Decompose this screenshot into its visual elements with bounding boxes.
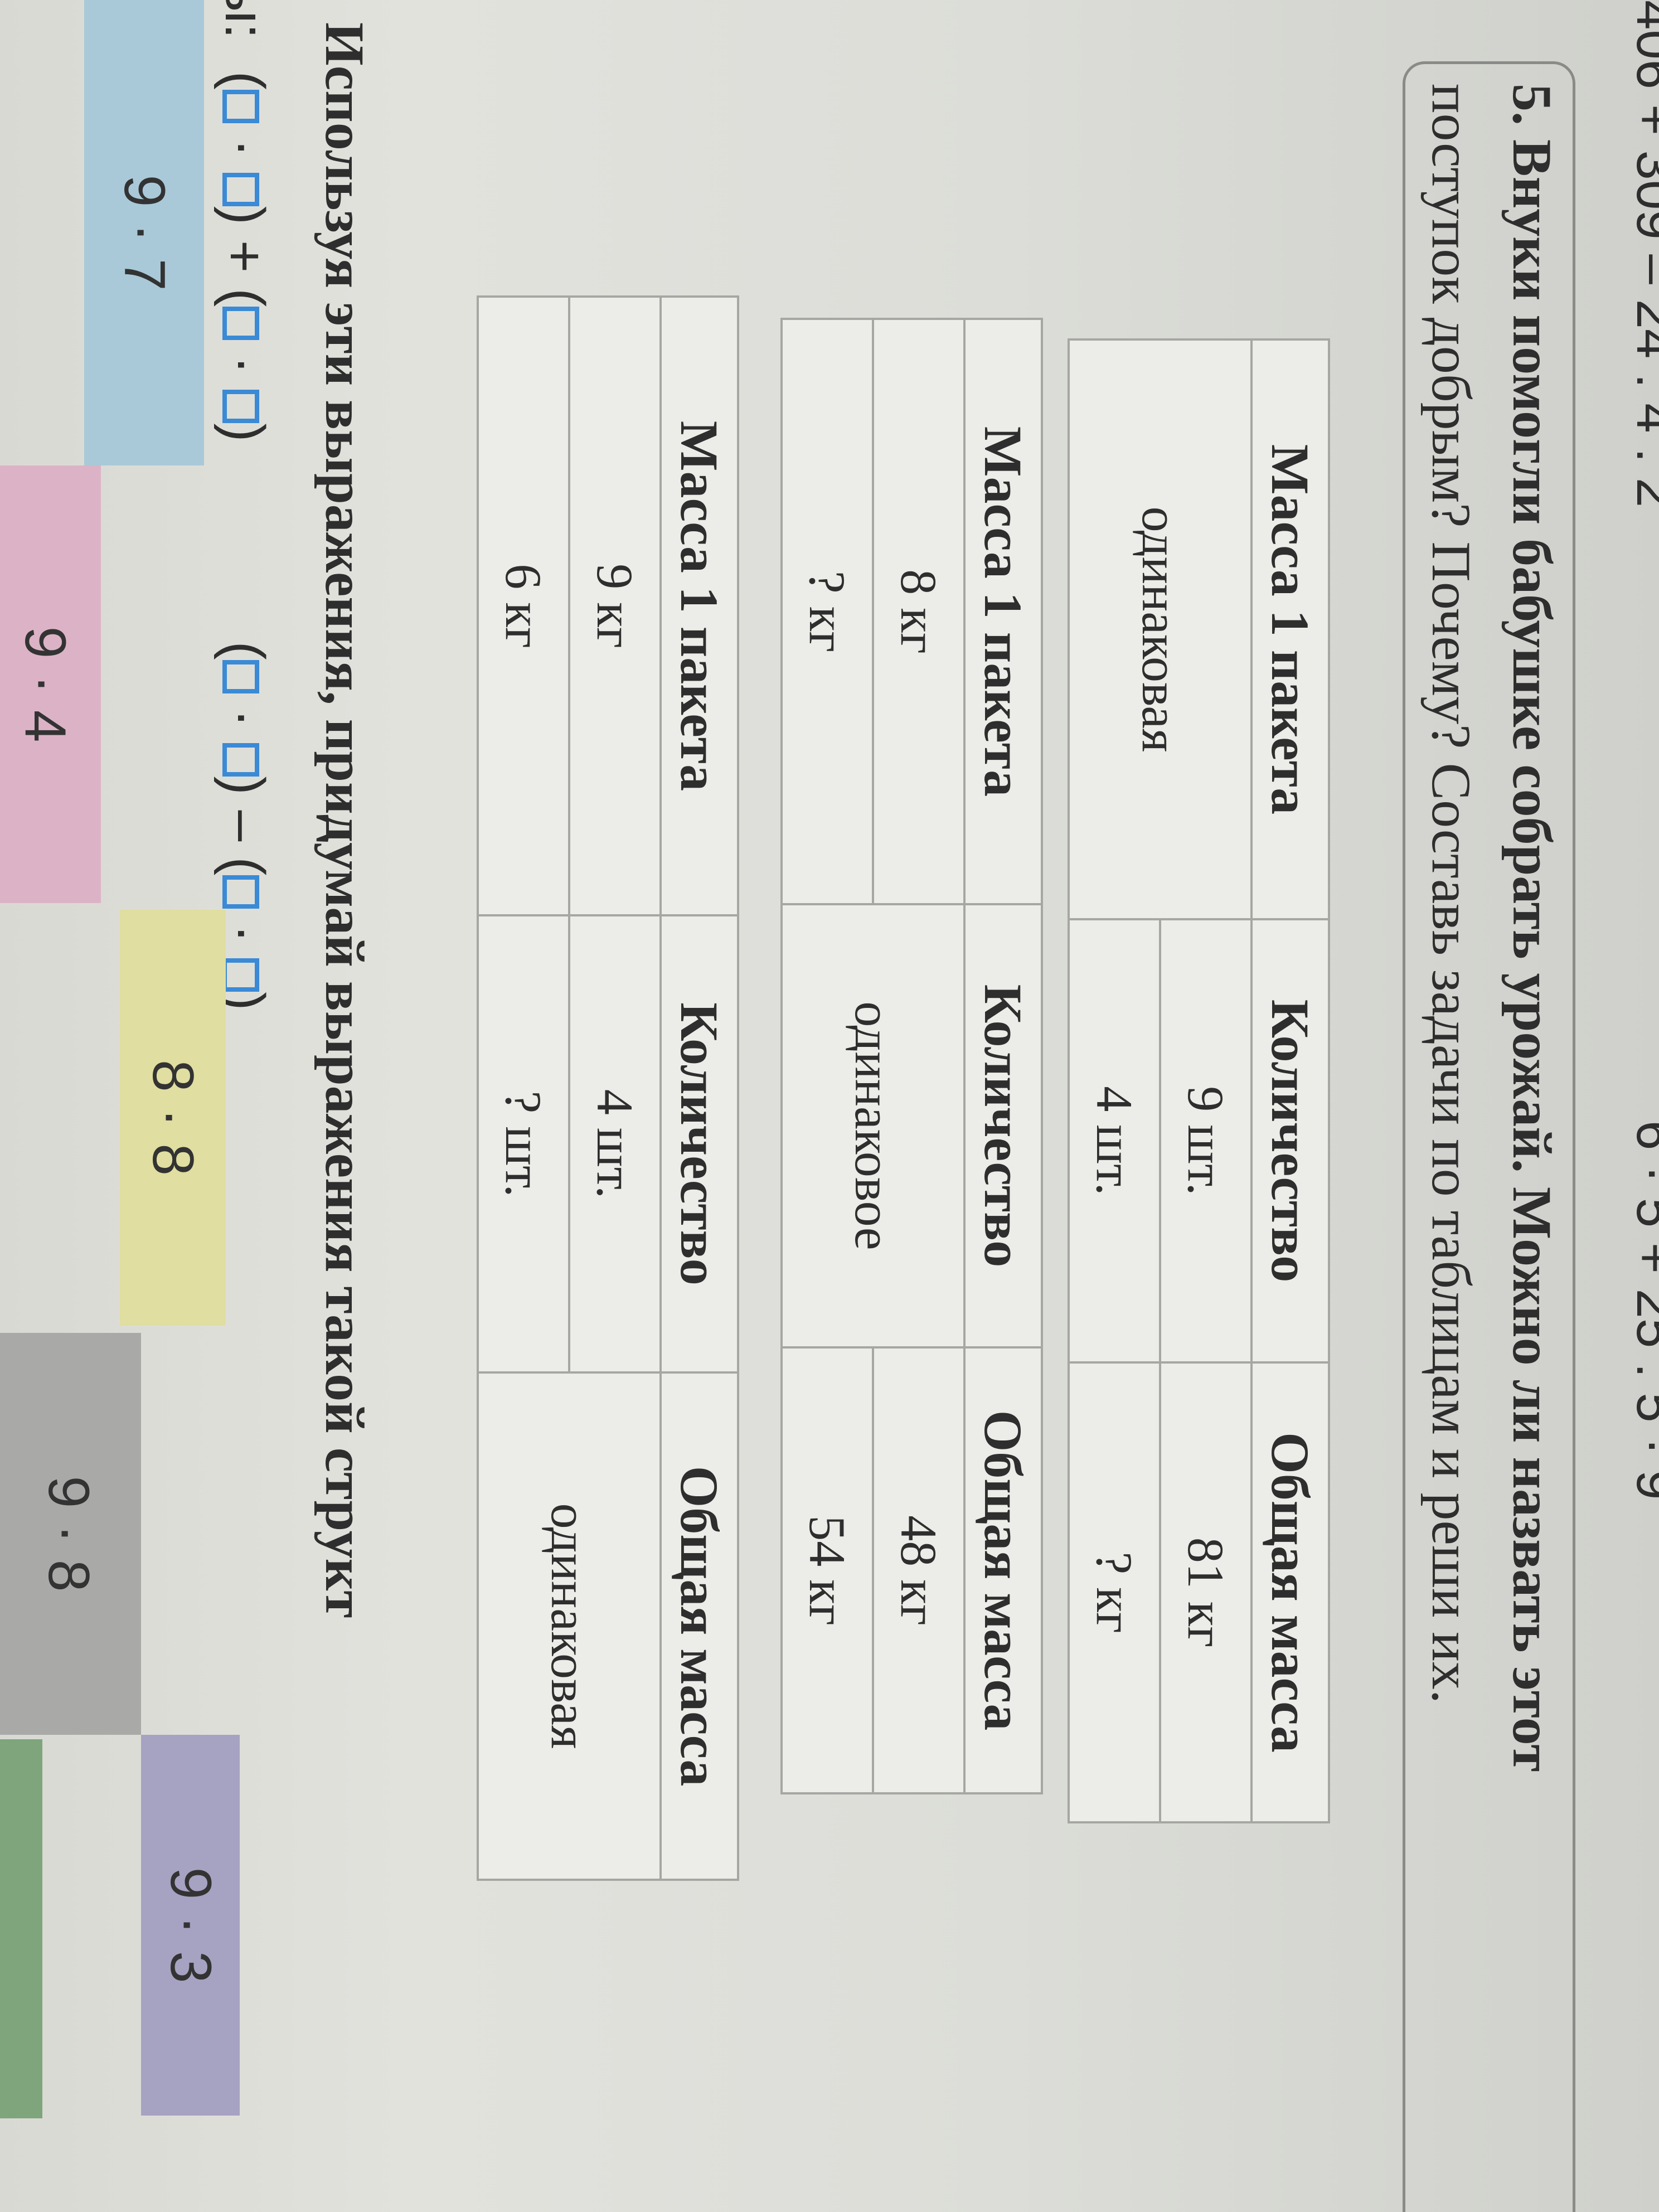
header-mass: Масса 1 пакета — [1251, 339, 1329, 919]
header-count: Количество — [661, 915, 738, 1372]
expr-structure-sum: ( · ) + ( · ) — [214, 71, 276, 442]
cell-count: 9 шт. — [1160, 919, 1251, 1362]
cell-count: одинаковое — [782, 904, 964, 1347]
cell-mass: 8 кг — [873, 319, 964, 904]
cell-mass: одинаковая — [1069, 339, 1251, 919]
cell-total: одинаковая — [478, 1372, 661, 1880]
cell-count: 4 шт. — [1069, 919, 1160, 1362]
blank-box-icon — [222, 172, 259, 206]
header-count: Количество — [1251, 919, 1329, 1362]
blank-box-icon — [222, 659, 259, 693]
blank-box-icon — [222, 307, 259, 341]
card-8x8: 8 · 8 — [120, 910, 226, 1326]
blank-box-icon — [222, 89, 259, 123]
cell-total: 48 кг — [873, 1347, 964, 1793]
blank-box-icon — [222, 875, 259, 909]
header-total: Общая масса — [964, 1347, 1042, 1793]
blank-box-icon — [222, 743, 259, 777]
blank-box-icon — [222, 390, 259, 424]
task-line-1: 5. Внуки помогли бабушке собрать урожай.… — [1501, 84, 1563, 1772]
header-count: Количество — [964, 904, 1042, 1347]
card-9x7: 9 · 7 — [84, 0, 204, 465]
next-task-line: Используя эти выражения, придумай выраже… — [314, 22, 376, 1618]
header-mass: Масса 1 пакета — [964, 319, 1042, 904]
table-1: Масса 1 пакета Количество Общая масса од… — [1068, 338, 1330, 1823]
card-9x8: 9 · 8 — [0, 1333, 141, 1735]
cell-mass: ? кг — [782, 319, 873, 904]
card-9x3: 9 · 3 — [141, 1735, 240, 2116]
cell-total: 81 кг — [1160, 1362, 1251, 1822]
table-2: Масса 1 пакета Количество Общая масса 8 … — [780, 318, 1043, 1794]
cell-total: ? кг — [1069, 1362, 1160, 1822]
cell-count: 4 шт. — [569, 915, 661, 1372]
table-3: Масса 1 пакета Количество Общая масса 9 … — [477, 295, 739, 1881]
cell-mass: 9 кг — [569, 297, 661, 915]
cell-mass: 6 кг — [478, 297, 569, 915]
blank-box-icon — [222, 958, 259, 992]
cell-count: ? шт. — [478, 915, 569, 1372]
header-mass: Масса 1 пакета — [661, 297, 738, 915]
header-total: Общая масса — [661, 1372, 738, 1880]
structure-line: ы: ( · ) + ( · ) ( · ) – ( · ) — [212, 0, 276, 1011]
top-expression-1: 406 + 309 – 24 : 4 : 2 — [1626, 0, 1659, 507]
task-line-2: поступок добрым? Почему? Составь задачи … — [1420, 84, 1482, 1704]
card-9x4: 9 · 4 — [0, 465, 101, 903]
header-total: Общая масса — [1251, 1362, 1329, 1822]
prefix: ы: — [214, 0, 276, 39]
top-expression-2: 6 · 5 + 25 : 5 · 9 — [1626, 1120, 1659, 1500]
card-green — [0, 1739, 42, 2118]
cell-total: 54 кг — [782, 1347, 873, 1793]
